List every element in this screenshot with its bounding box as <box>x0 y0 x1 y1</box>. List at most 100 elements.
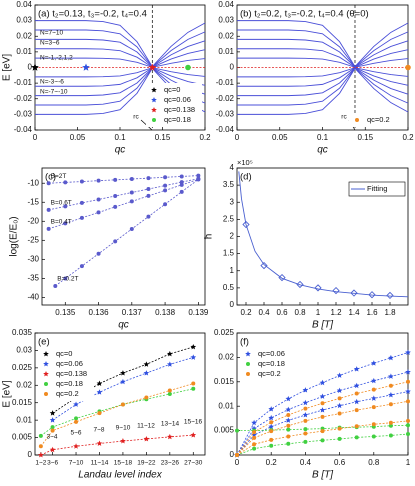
data-point <box>303 427 308 432</box>
x-tick-label: 0.138 <box>155 308 176 317</box>
data-point <box>285 406 292 413</box>
data-point <box>73 443 79 449</box>
data-point <box>285 395 292 402</box>
series-line <box>35 67 206 87</box>
legend-label: qc=0.06 <box>164 95 191 104</box>
series-line <box>48 175 199 184</box>
series-line <box>236 420 409 456</box>
data-point <box>96 440 103 446</box>
data-point <box>190 343 197 350</box>
data-point <box>303 439 308 444</box>
x-tick-label: 0.1 <box>114 133 126 142</box>
data-point <box>120 438 126 444</box>
y-tick-label: 1.5 <box>223 249 235 258</box>
data-point <box>319 393 326 399</box>
data-point <box>268 423 275 430</box>
data-point <box>320 438 325 443</box>
data-point <box>49 410 56 416</box>
data-point <box>82 63 90 71</box>
data-point <box>179 189 184 194</box>
x-tick-label: 0.8 <box>368 458 380 467</box>
data-point <box>129 199 134 204</box>
legend-label: qc=0.18 <box>56 379 83 388</box>
y-axis-label: E [eV] <box>2 54 13 81</box>
x-tick-label: 1.2 <box>330 308 342 317</box>
legend-marker <box>151 87 157 93</box>
y-tick-label: 0 <box>28 63 33 72</box>
legend-label: qc=0.138 <box>164 105 195 114</box>
data-point <box>146 187 151 192</box>
data-point <box>320 414 325 419</box>
y-tick-label: 0.04 <box>16 0 32 9</box>
data-point <box>167 392 172 396</box>
y-tick-label: 3.5 <box>223 180 235 189</box>
legend-label: qc=0.18 <box>164 115 191 124</box>
data-point <box>190 354 197 360</box>
y-tick-label: -10 <box>27 178 39 187</box>
data-point <box>96 178 101 183</box>
series-line <box>40 383 194 447</box>
data-point <box>163 183 168 188</box>
data-point <box>260 261 268 270</box>
y-tick-label: 0.02 <box>16 380 32 389</box>
x-tick-label: 1 <box>316 308 321 317</box>
data-point <box>129 176 134 181</box>
data-point <box>336 402 343 409</box>
y-tick-label: 0 <box>230 300 235 309</box>
data-point <box>166 433 173 440</box>
series-line <box>236 371 409 456</box>
legend-label: qc=0.18 <box>258 359 285 368</box>
y-tick-label: 2.5 <box>223 214 235 223</box>
x-tick-label: 0.2 <box>199 133 211 142</box>
data-point <box>49 417 56 423</box>
data-point <box>286 427 291 432</box>
legend-marker <box>44 392 48 396</box>
x-tick-label: 0.05 <box>272 133 288 142</box>
data-point <box>235 453 239 457</box>
y-tick-label: -35 <box>27 273 39 282</box>
data-point <box>129 226 134 231</box>
data-point <box>337 436 342 441</box>
data-point <box>120 402 125 407</box>
data-point <box>354 424 359 429</box>
x-axis-label: B [T] <box>312 470 333 481</box>
data-point <box>31 63 39 71</box>
y-tick-label: 0.03 <box>218 16 234 25</box>
y-tick-label: 0.03 <box>16 346 32 355</box>
legend-label: qc=0.2 <box>258 369 281 378</box>
data-point <box>38 452 44 458</box>
data-point <box>46 207 51 212</box>
x-tick-label: 0 <box>33 133 38 142</box>
series-line <box>237 20 409 68</box>
annotation: 7~8 <box>93 427 104 434</box>
data-point <box>302 399 309 406</box>
data-point <box>235 428 239 433</box>
data-point <box>354 391 359 396</box>
data-point <box>79 215 84 220</box>
data-point <box>50 428 55 433</box>
annotation: N=-3~-6 <box>40 79 64 86</box>
series-line <box>237 38 409 68</box>
y-tick-label: 3 <box>230 197 235 206</box>
legend-label: qc=0 <box>164 85 180 94</box>
data-point <box>285 417 292 423</box>
annotation: rc <box>133 114 139 121</box>
data-point <box>163 202 168 207</box>
y-tick-label: 0.025 <box>214 328 235 337</box>
legend-label: qc=0.138 <box>56 369 87 378</box>
annotation: 5~6 <box>70 430 81 437</box>
series-label: B=2T <box>51 173 67 180</box>
x-axis-label: B [T] <box>312 320 333 331</box>
data-point <box>388 383 393 388</box>
annotation: 3~4 <box>46 434 57 441</box>
legend-marker <box>43 371 49 377</box>
series-line <box>238 171 409 298</box>
y-tick-label: 0.01 <box>16 415 32 424</box>
y-tick-label: 0.02 <box>218 31 234 40</box>
data-point <box>144 395 149 400</box>
x-tick-label: 1~2 <box>35 460 46 467</box>
y-tick-label: 0 <box>28 450 33 459</box>
legend-label: qc=0.06 <box>56 359 83 368</box>
y-tick-label: 0.04 <box>218 0 234 9</box>
series-line <box>237 67 409 115</box>
